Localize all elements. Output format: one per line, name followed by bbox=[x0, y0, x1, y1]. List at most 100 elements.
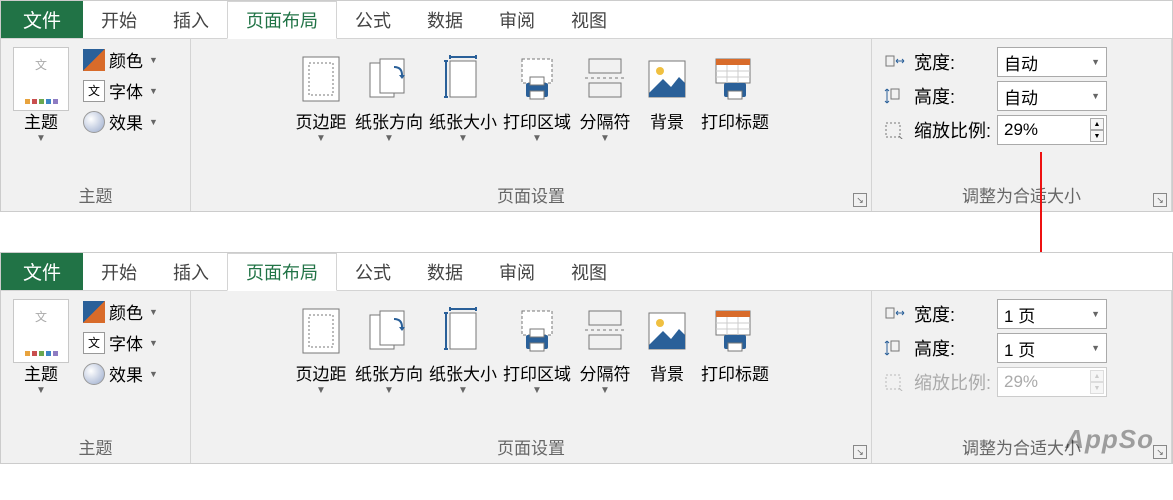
print-titles-icon bbox=[707, 299, 763, 363]
group-label-themes: 主题 bbox=[7, 180, 184, 211]
print-area-icon bbox=[509, 299, 565, 363]
tab-view[interactable]: 视图 bbox=[553, 1, 625, 38]
background-button[interactable]: 背景 bbox=[636, 295, 698, 385]
tab-home[interactable]: 开始 bbox=[83, 253, 155, 290]
ribbon-body: 主题 ▼ 颜色▼ 文字体▼ 效果▼ 主题 页边距▼ 纸张方向▼ 纸张大小▼ 打印… bbox=[1, 291, 1172, 463]
dropdown-caret-icon: ▼ bbox=[149, 117, 158, 127]
tab-page-layout[interactable]: 页面布局 bbox=[227, 253, 337, 291]
height-value: 1 页 bbox=[1004, 336, 1035, 361]
ribbon-body: 主题 ▼ 颜色 ▼ 文 字体 ▼ 效果 bbox=[1, 39, 1172, 211]
tab-data[interactable]: 数据 bbox=[409, 253, 481, 290]
background-label: 背景 bbox=[650, 113, 684, 133]
theme-fonts-button[interactable]: 文 字体 ▼ bbox=[79, 76, 162, 105]
themes-icon bbox=[13, 299, 69, 363]
tab-home[interactable]: 开始 bbox=[83, 1, 155, 38]
tab-formulas[interactable]: 公式 bbox=[337, 1, 409, 38]
tab-view[interactable]: 视图 bbox=[553, 253, 625, 290]
orientation-button[interactable]: 纸张方向▼ bbox=[352, 43, 426, 144]
background-label: 背景 bbox=[650, 365, 684, 385]
theme-effects-button[interactable]: 效果 ▼ bbox=[79, 107, 162, 136]
print-titles-button[interactable]: 打印标题 bbox=[698, 295, 772, 385]
print-area-button[interactable]: 打印区域▼ bbox=[500, 295, 574, 396]
breaks-button[interactable]: 分隔符▼ bbox=[574, 295, 636, 396]
dropdown-caret-icon: ▼ bbox=[149, 55, 158, 65]
scale-icon bbox=[884, 121, 906, 139]
tab-file[interactable]: 文件 bbox=[1, 253, 83, 290]
tabs-row: 文件 开始 插入 页面布局 公式 数据 审阅 视图 bbox=[1, 1, 1172, 39]
margins-button[interactable]: 页边距▼ bbox=[290, 43, 352, 144]
height-icon bbox=[884, 87, 906, 105]
breaks-button[interactable]: 分隔符▼ bbox=[574, 43, 636, 144]
page-setup-launcher[interactable]: ↘ bbox=[853, 445, 867, 459]
scale-label: 缩放比例: bbox=[914, 117, 991, 143]
orientation-button[interactable]: 纸张方向▼ bbox=[352, 295, 426, 396]
scale-label: 缩放比例: bbox=[914, 369, 991, 395]
tab-formulas[interactable]: 公式 bbox=[337, 253, 409, 290]
orientation-label: 纸张方向 bbox=[355, 365, 423, 385]
size-label: 纸张大小 bbox=[429, 113, 497, 133]
scale-spinner: 29%▲▼ bbox=[997, 367, 1107, 397]
size-button[interactable]: 纸张大小▼ bbox=[426, 43, 500, 144]
themes-button[interactable]: 主题 ▼ bbox=[7, 295, 75, 396]
height-select[interactable]: 1 页 ▼ bbox=[997, 333, 1107, 363]
theme-fonts-button[interactable]: 文字体▼ bbox=[79, 328, 162, 357]
theme-colors-button[interactable]: 颜色 ▼ bbox=[79, 45, 162, 74]
width-select[interactable]: 自动▼ bbox=[997, 47, 1107, 77]
tab-data[interactable]: 数据 bbox=[409, 1, 481, 38]
print-titles-button[interactable]: 打印标题 bbox=[698, 43, 772, 133]
tab-review[interactable]: 审阅 bbox=[481, 253, 553, 290]
print-area-button[interactable]: 打印区域▼ bbox=[500, 43, 574, 144]
width-value: 自动 bbox=[1004, 50, 1038, 75]
theme-effects-button[interactable]: 效果▼ bbox=[79, 359, 162, 388]
themes-swatches bbox=[25, 99, 58, 104]
tab-review[interactable]: 审阅 bbox=[481, 1, 553, 38]
orientation-icon bbox=[361, 47, 417, 111]
group-page-setup: 页边距▼ 纸张方向▼ 纸张大小▼ 打印区域▼ 分隔符▼ bbox=[191, 39, 872, 211]
height-select[interactable]: 自动▼ bbox=[997, 81, 1107, 111]
dropdown-caret-icon: ▼ bbox=[600, 133, 610, 144]
margins-button[interactable]: 页边距▼ bbox=[290, 295, 352, 396]
size-icon bbox=[435, 47, 491, 111]
page-setup-launcher[interactable]: ↘ bbox=[853, 193, 867, 207]
background-button[interactable]: 背景 bbox=[636, 43, 698, 133]
tab-page-layout[interactable]: 页面布局 bbox=[227, 1, 337, 39]
spin-up[interactable]: ▲ bbox=[1090, 118, 1104, 130]
themes-label: 主题 bbox=[24, 365, 58, 385]
themes-swatches bbox=[25, 351, 58, 356]
theme-colors-button[interactable]: 颜色 ▼ bbox=[79, 297, 162, 326]
tabs-row: 文件 开始 插入 页面布局 公式 数据 审阅 视图 bbox=[1, 253, 1172, 291]
dropdown-caret-icon: ▼ bbox=[149, 369, 158, 379]
scale-launcher[interactable]: ↘ bbox=[1153, 193, 1167, 207]
group-label-scale: 调整为合适大小 bbox=[878, 432, 1165, 463]
dropdown-caret-icon: ▼ bbox=[458, 133, 468, 144]
tab-insert[interactable]: 插入 bbox=[155, 1, 227, 38]
theme-colors-label: 颜色 bbox=[109, 299, 143, 324]
print-area-label: 打印区域 bbox=[503, 365, 571, 385]
dropdown-caret-icon: ▼ bbox=[149, 338, 158, 348]
scale-value: 29% bbox=[1004, 120, 1038, 140]
dropdown-caret-icon: ▼ bbox=[1087, 343, 1104, 353]
dropdown-caret-icon: ▼ bbox=[384, 385, 394, 396]
dropdown-caret-icon: ▼ bbox=[149, 307, 158, 317]
tab-file[interactable]: 文件 bbox=[1, 1, 83, 38]
orientation-label: 纸张方向 bbox=[355, 113, 423, 133]
width-select[interactable]: 1 页▼ bbox=[997, 299, 1107, 329]
theme-fonts-label: 字体 bbox=[109, 78, 143, 103]
size-label: 纸张大小 bbox=[429, 365, 497, 385]
tab-insert[interactable]: 插入 bbox=[155, 253, 227, 290]
size-button[interactable]: 纸张大小▼ bbox=[426, 295, 500, 396]
scale-launcher[interactable]: ↘ bbox=[1153, 445, 1167, 459]
fonts-icon: 文 bbox=[83, 80, 105, 102]
breaks-label: 分隔符 bbox=[580, 365, 631, 385]
dropdown-caret-icon: ▼ bbox=[600, 385, 610, 396]
theme-effects-label: 效果 bbox=[109, 109, 143, 134]
scale-spinner[interactable]: 29% ▲▼ bbox=[997, 115, 1107, 145]
colors-icon bbox=[83, 49, 105, 71]
group-themes: 主题 ▼ 颜色 ▼ 文字体▼ 效果▼ 主题 bbox=[1, 291, 191, 463]
themes-button[interactable]: 主题 ▼ bbox=[7, 43, 75, 144]
dropdown-caret-icon: ▼ bbox=[36, 385, 46, 396]
themes-label: 主题 bbox=[24, 113, 58, 133]
print-titles-icon bbox=[707, 47, 763, 111]
dropdown-caret-icon: ▼ bbox=[532, 385, 542, 396]
spin-down[interactable]: ▼ bbox=[1090, 130, 1104, 142]
